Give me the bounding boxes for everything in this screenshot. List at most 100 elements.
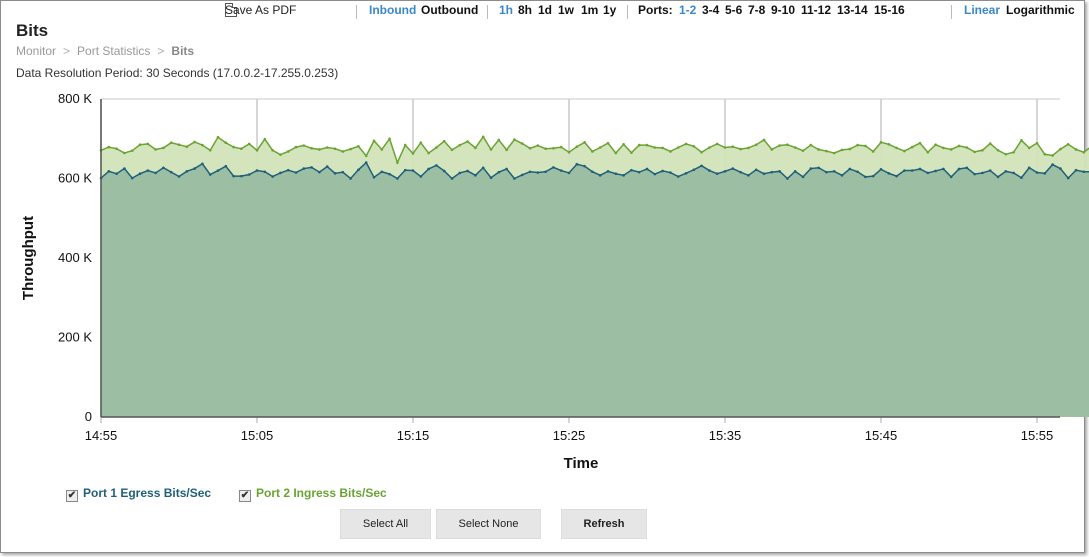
breadcrumb-monitor[interactable]: Monitor bbox=[16, 44, 57, 58]
ingress-point bbox=[747, 146, 750, 150]
breadcrumb-port-statistics[interactable]: Port Statistics bbox=[77, 44, 151, 58]
checkbox-port2-ingress[interactable]: ✔ bbox=[239, 490, 251, 502]
egress-point bbox=[754, 168, 758, 172]
ports-15-16[interactable]: 15-16 bbox=[874, 3, 905, 17]
egress-point bbox=[302, 167, 306, 170]
breadcrumb-separator: > bbox=[157, 44, 165, 58]
range-1d[interactable]: 1d bbox=[538, 3, 553, 17]
ports-9-10[interactable]: 9-10 bbox=[771, 3, 796, 17]
egress-point bbox=[341, 170, 345, 174]
ports-13-14[interactable]: 13-14 bbox=[837, 3, 868, 17]
egress-point bbox=[169, 170, 173, 174]
ingress-point bbox=[864, 144, 867, 148]
ingress-point bbox=[708, 146, 711, 149]
ingress-point bbox=[442, 139, 446, 143]
egress-point bbox=[910, 169, 914, 172]
ingress-point bbox=[185, 145, 189, 148]
ingress-point bbox=[591, 150, 594, 153]
ports-11-12[interactable]: 11-12 bbox=[801, 3, 832, 17]
ingress-point bbox=[458, 143, 462, 147]
ingress-point bbox=[645, 143, 649, 147]
egress-point bbox=[770, 170, 774, 174]
ingress-point bbox=[380, 148, 384, 151]
egress-point bbox=[1035, 171, 1039, 174]
ports-5-6[interactable]: 5-6 bbox=[725, 3, 743, 17]
breadcrumb: Monitor > Port Statistics > Bits bbox=[16, 44, 194, 58]
ports-7-8[interactable]: 7-8 bbox=[748, 3, 766, 17]
ingress-point bbox=[552, 146, 555, 150]
egress-point bbox=[981, 171, 984, 175]
egress-point bbox=[154, 171, 157, 175]
direction-inbound[interactable]: Inbound bbox=[369, 3, 417, 17]
egress-point bbox=[333, 172, 337, 175]
ingress-point bbox=[411, 152, 415, 155]
ingress-point bbox=[138, 143, 142, 147]
ports-label: Ports: bbox=[638, 3, 673, 17]
egress-point bbox=[388, 172, 391, 176]
range-1h[interactable]: 1h bbox=[499, 3, 514, 17]
ingress-point bbox=[762, 138, 766, 142]
scale-linear[interactable]: Linear bbox=[964, 3, 1001, 17]
egress-point bbox=[559, 169, 563, 172]
legend-port2-ingress[interactable]: ✔ Port 2 Ingress Bits/Sec bbox=[239, 486, 387, 502]
egress-point bbox=[162, 166, 165, 170]
ingress-point bbox=[1074, 148, 1078, 151]
ingress-point bbox=[240, 147, 243, 150]
resolution-text: Data Resolution Period: 30 Seconds (17.0… bbox=[16, 66, 339, 80]
range-8h[interactable]: 8h bbox=[518, 3, 533, 17]
ingress-point bbox=[630, 151, 633, 154]
breadcrumb-current: Bits bbox=[171, 44, 195, 58]
select-all-button[interactable]: Select All bbox=[340, 509, 431, 539]
egress-point bbox=[567, 171, 571, 175]
refresh-button[interactable]: Refresh bbox=[561, 509, 647, 539]
ingress-point bbox=[169, 141, 173, 145]
range-1y[interactable]: 1y bbox=[603, 3, 617, 17]
egress-point bbox=[1082, 170, 1086, 174]
egress-point bbox=[669, 171, 672, 174]
egress-point bbox=[232, 174, 235, 178]
egress-point bbox=[497, 170, 501, 174]
egress-point bbox=[357, 168, 360, 172]
egress-point bbox=[793, 170, 797, 173]
egress-point bbox=[1027, 166, 1031, 170]
ingress-point bbox=[918, 141, 922, 145]
ingress-point bbox=[513, 138, 516, 141]
range-1m[interactable]: 1m bbox=[581, 3, 599, 17]
ingress-point bbox=[1082, 150, 1086, 154]
range-1w[interactable]: 1w bbox=[558, 3, 575, 17]
x-tick-label: 15:35 bbox=[709, 428, 742, 443]
egress-point bbox=[1004, 170, 1008, 173]
egress-point bbox=[973, 172, 976, 176]
legend-port1-egress[interactable]: ✔ Port 1 Egress Bits/Sec bbox=[66, 486, 211, 502]
egress-point bbox=[606, 170, 610, 173]
checkbox-port1-egress[interactable]: ✔ bbox=[66, 490, 78, 502]
scale-logarithmic[interactable]: Logarithmic bbox=[1006, 3, 1075, 17]
ingress-point bbox=[349, 147, 352, 151]
ingress-point bbox=[669, 150, 672, 153]
x-tick-label: 14:55 bbox=[85, 428, 118, 443]
x-tick-label: 15:15 bbox=[397, 428, 430, 443]
egress-point bbox=[286, 168, 290, 172]
select-none-button[interactable]: Select None bbox=[436, 509, 541, 539]
egress-point bbox=[1043, 172, 1047, 175]
egress-point bbox=[310, 166, 313, 169]
egress-point bbox=[536, 171, 540, 174]
ingress-point bbox=[505, 148, 508, 152]
ingress-point bbox=[396, 161, 399, 164]
egress-point bbox=[731, 167, 735, 170]
egress-point bbox=[208, 173, 212, 176]
ingress-point bbox=[232, 145, 235, 149]
egress-point bbox=[895, 174, 898, 178]
egress-point bbox=[216, 169, 220, 172]
ingress-point bbox=[817, 148, 820, 151]
ingress-point bbox=[856, 143, 859, 147]
ingress-point bbox=[575, 145, 579, 148]
egress-point bbox=[279, 171, 282, 175]
direction-outbound[interactable]: Outbound bbox=[421, 3, 479, 17]
ingress-point bbox=[107, 145, 111, 149]
ports-3-4[interactable]: 3-4 bbox=[702, 3, 720, 17]
egress-point bbox=[598, 174, 602, 177]
ingress-point bbox=[637, 143, 641, 147]
ports-1-2[interactable]: 1-2 bbox=[679, 3, 697, 17]
ingress-point bbox=[318, 148, 321, 151]
